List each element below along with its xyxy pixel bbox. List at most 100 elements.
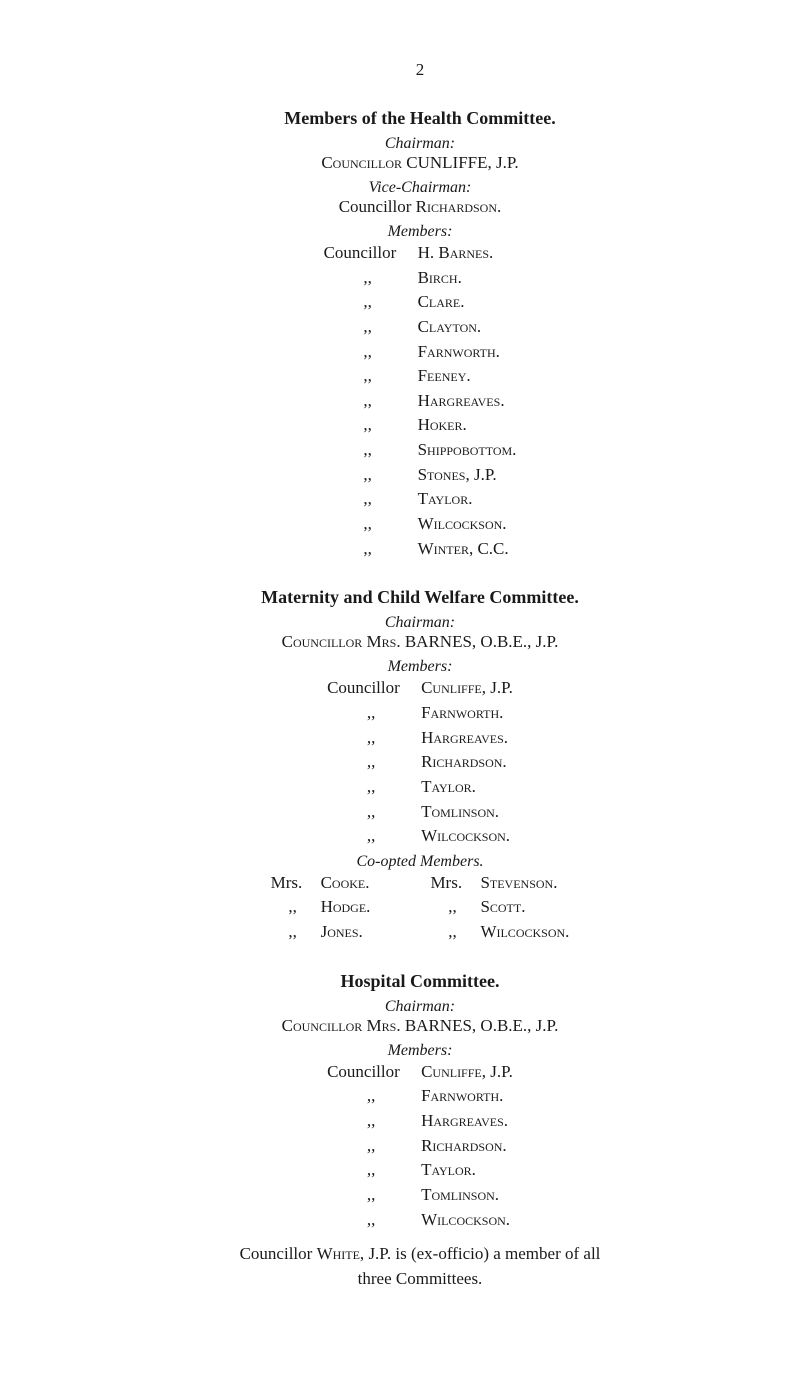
document-page: 2 Members of the Health Committee. Chair… xyxy=(0,0,800,1332)
member-row: ,,Taylor. xyxy=(327,775,513,800)
member-name: Clare. xyxy=(418,290,465,315)
member-name: Shippobottom. xyxy=(418,438,517,463)
mrs-prefix: Mrs. xyxy=(271,871,321,896)
section3-members-label: Members: xyxy=(150,1042,690,1060)
vice-prefix: Councillor xyxy=(339,197,412,216)
coopted-left-col: Mrs.Cooke. ,,Hodge. ,,Jones. xyxy=(271,871,371,945)
member-row: ,,Farnworth. xyxy=(327,701,513,726)
chair-prefix: Councillor Mrs. xyxy=(282,1016,401,1035)
member-row: ,,Taylor. xyxy=(327,1158,513,1183)
ditto-mark: ,, xyxy=(271,920,321,945)
ditto-mark: ,, xyxy=(324,463,418,488)
section3-title: Hospital Committee. xyxy=(150,971,690,992)
member-row: ,,Farnworth. xyxy=(324,340,517,365)
member-row: ,,Tomlinson. xyxy=(327,1183,513,1208)
councillor-prefix: Councillor xyxy=(327,676,421,701)
member-row: ,,Hargreaves. xyxy=(327,1109,513,1134)
member-name: Farnworth. xyxy=(418,340,500,365)
ditto-mark: ,, xyxy=(327,800,421,825)
chair-main: BARNES, O.B.E., J.P. xyxy=(405,632,559,651)
chair-prefix: Councillor Mrs. xyxy=(282,632,401,651)
section1-title: Members of the Health Committee. xyxy=(150,108,690,129)
ditto-mark: ,, xyxy=(327,701,421,726)
coopted-members: Mrs.Cooke. ,,Hodge. ,,Jones. Mrs.Stevens… xyxy=(150,871,690,945)
member-name: Taylor. xyxy=(421,775,476,800)
member-name: Richardson. xyxy=(421,1134,507,1159)
member-name: Tomlinson. xyxy=(421,1183,499,1208)
section3-chair-label: Chairman: xyxy=(150,998,690,1016)
section1-vice-name: Councillor Richardson. xyxy=(150,197,690,217)
coopted-right-col: Mrs.Stevenson. ,,Scott. ,,Wilcockson. xyxy=(430,871,569,945)
ditto-mark: ,, xyxy=(327,1084,421,1109)
ditto-mark: ,, xyxy=(327,1134,421,1159)
member-row: ,,Stones, J.P. xyxy=(324,463,517,488)
member-row: CouncillorCunliffe, J.P. xyxy=(327,676,513,701)
member-name: Taylor. xyxy=(418,487,473,512)
member-row: ,,Scott. xyxy=(430,895,569,920)
member-name: Hargreaves. xyxy=(421,1109,508,1134)
member-name: Taylor. xyxy=(421,1158,476,1183)
member-name: Jones. xyxy=(321,920,363,945)
section3-members: CouncillorCunliffe, J.P. ,,Farnworth. ,,… xyxy=(327,1060,513,1232)
member-name: Richardson. xyxy=(421,750,507,775)
member-name: Stevenson. xyxy=(480,871,557,896)
ditto-mark: ,, xyxy=(324,340,418,365)
section2-chair-label: Chairman: xyxy=(150,614,690,632)
member-row: ,,Winter, C.C. xyxy=(324,537,517,562)
section1-members: CouncillorH. Barnes. ,,Birch. ,,Clare. ,… xyxy=(324,241,517,561)
member-name: Hoker. xyxy=(418,413,467,438)
footer-note: Councillor White, J.P. is (ex-officio) a… xyxy=(150,1242,690,1291)
ditto-mark: ,, xyxy=(327,750,421,775)
member-row: ,,Wilcockson. xyxy=(327,824,513,849)
member-row: ,,Clayton. xyxy=(324,315,517,340)
member-name: Farnworth. xyxy=(421,701,503,726)
section1-chair-name: Councillor CUNLIFFE, J.P. xyxy=(150,153,690,173)
member-row: ,,Shippobottom. xyxy=(324,438,517,463)
member-name: Cunliffe, J.P. xyxy=(421,1060,513,1085)
mrs-prefix: Mrs. xyxy=(430,871,480,896)
ditto-mark: ,, xyxy=(327,824,421,849)
member-name: Hargreaves. xyxy=(418,389,505,414)
member-row: ,,Hargreaves. xyxy=(327,726,513,751)
section2-members-label: Members: xyxy=(150,658,690,676)
footer-line2: three Committees. xyxy=(358,1269,483,1288)
member-row: Mrs.Stevenson. xyxy=(430,871,569,896)
member-row: ,,Wilcockson. xyxy=(430,920,569,945)
section1-members-label: Members: xyxy=(150,223,690,241)
member-row: ,,Tomlinson. xyxy=(327,800,513,825)
ditto-mark: ,, xyxy=(430,895,480,920)
member-name: Winter, C.C. xyxy=(418,537,509,562)
member-name: Tomlinson. xyxy=(421,800,499,825)
section1-vice-label: Vice-Chairman: xyxy=(150,179,690,197)
chair-main: BARNES, O.B.E., J.P. xyxy=(405,1016,559,1035)
page-number: 2 xyxy=(150,60,690,80)
member-row: CouncillorCunliffe, J.P. xyxy=(327,1060,513,1085)
ditto-mark: ,, xyxy=(324,266,418,291)
councillor-prefix: Councillor xyxy=(324,241,418,266)
member-row: ,,Farnworth. xyxy=(327,1084,513,1109)
member-row: CouncillorH. Barnes. xyxy=(324,241,517,266)
member-row: ,,Jones. xyxy=(271,920,371,945)
ditto-mark: ,, xyxy=(327,1208,421,1233)
ditto-mark: ,, xyxy=(324,315,418,340)
chair-prefix: Councillor xyxy=(321,153,402,172)
member-name: Hargreaves. xyxy=(421,726,508,751)
ditto-mark: ,, xyxy=(324,290,418,315)
vice-main: Richardson. xyxy=(416,197,502,216)
coopted-label: Co-opted Members. xyxy=(150,853,690,871)
member-name: Wilcockson. xyxy=(421,1208,510,1233)
section1-chair-label: Chairman: xyxy=(150,135,690,153)
member-name: Hodge. xyxy=(321,895,371,920)
member-name: Cunliffe, J.P. xyxy=(421,676,513,701)
ditto-mark: ,, xyxy=(327,1109,421,1134)
ditto-mark: ,, xyxy=(327,775,421,800)
ditto-mark: ,, xyxy=(324,537,418,562)
member-row: ,,Richardson. xyxy=(327,750,513,775)
footer-prefix: Councillor xyxy=(240,1244,313,1263)
footer-name: White, xyxy=(317,1244,365,1263)
ditto-mark: ,, xyxy=(324,487,418,512)
member-row: ,,Clare. xyxy=(324,290,517,315)
chair-main: CUNLIFFE, J.P. xyxy=(406,153,518,172)
ditto-mark: ,, xyxy=(324,389,418,414)
ditto-mark: ,, xyxy=(430,920,480,945)
